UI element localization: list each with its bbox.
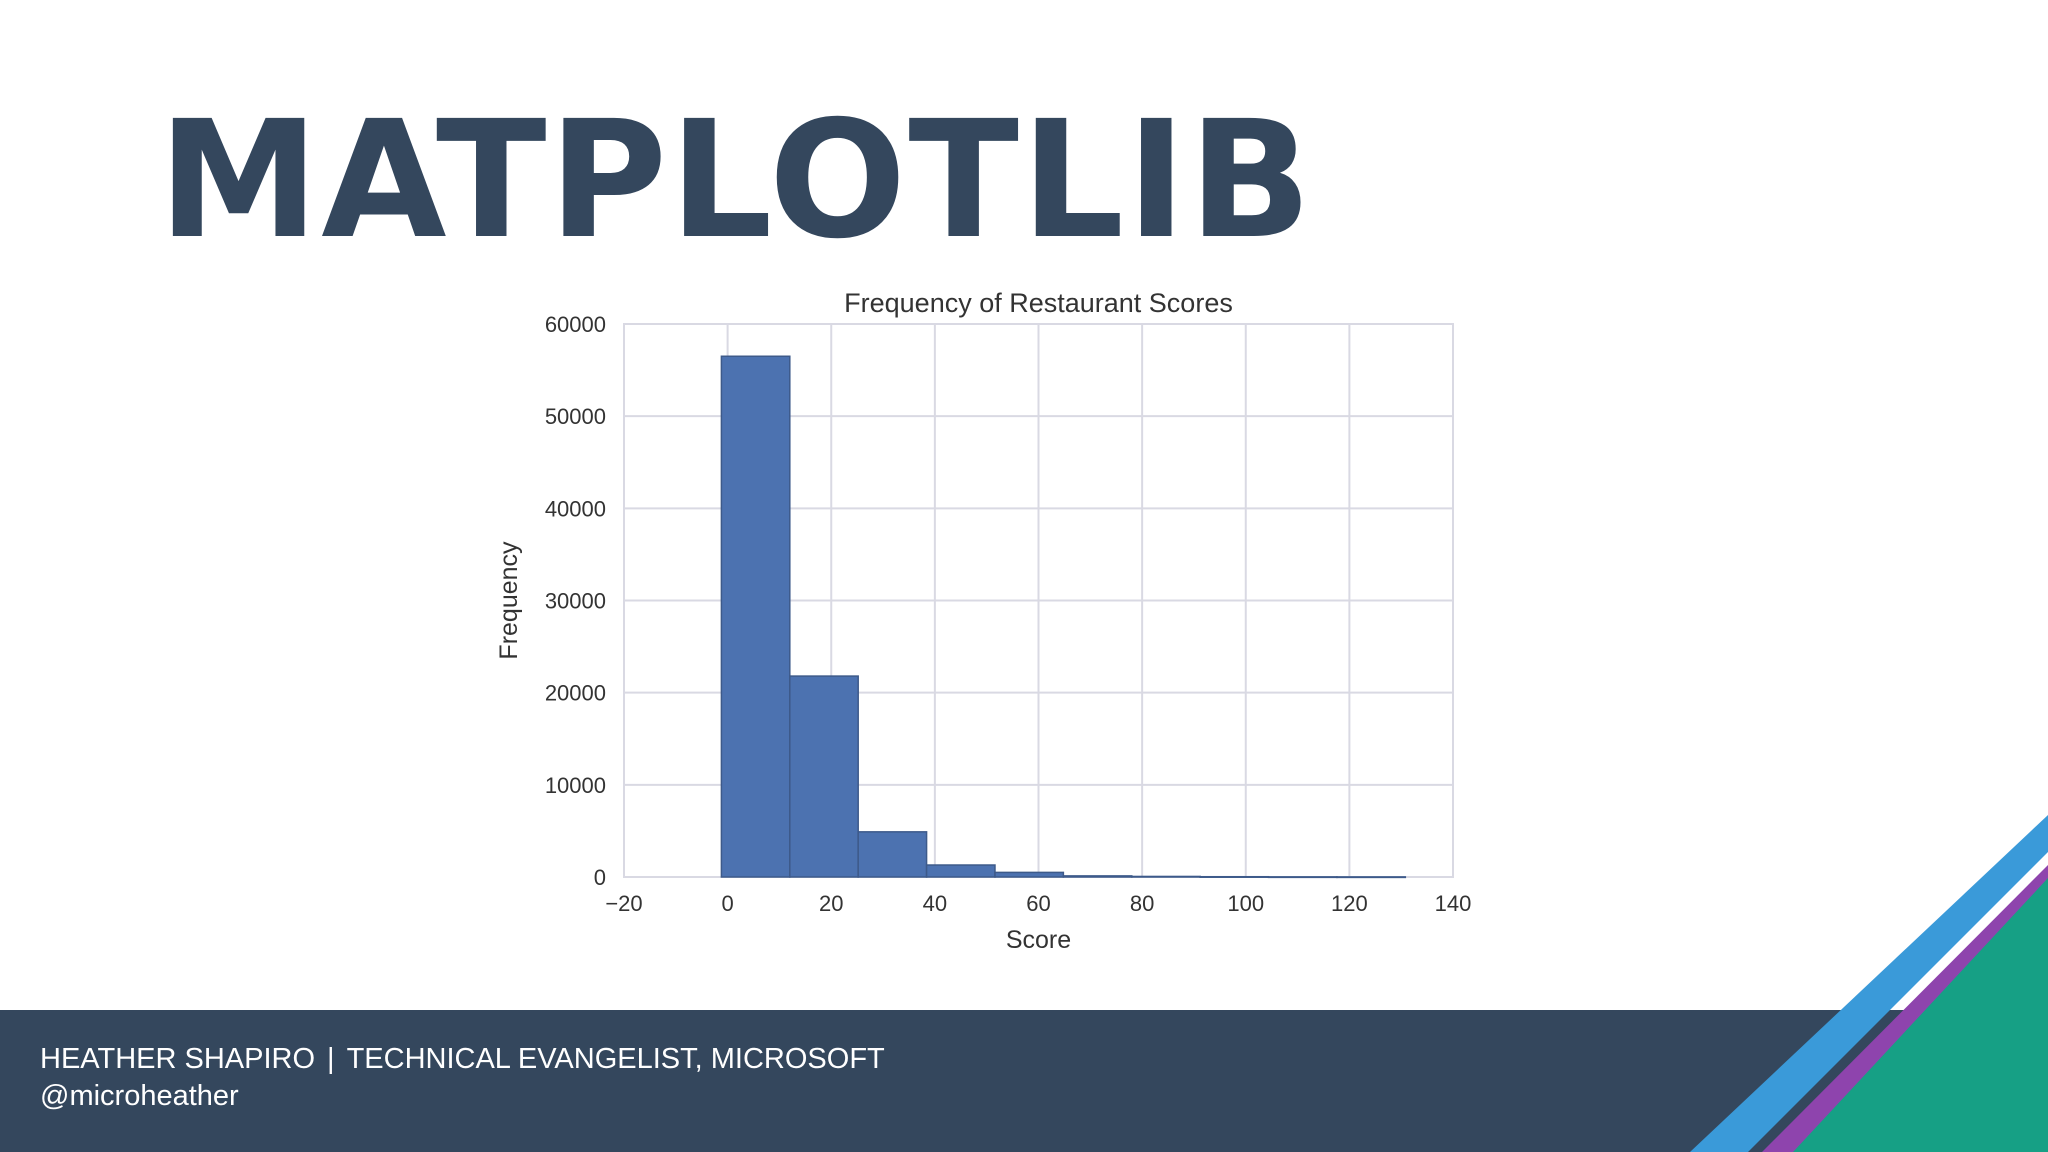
chart-title: Frequency of Restaurant Scores — [844, 288, 1233, 318]
x-tick-label: 40 — [923, 891, 947, 916]
histogram-bar — [789, 675, 859, 878]
x-tick-label: 60 — [1026, 891, 1050, 916]
y-tick-label: 40000 — [545, 496, 606, 521]
y-tick-label: 60000 — [545, 312, 606, 337]
y-axis-label: Frequency — [495, 541, 523, 660]
slide-title: MATPLOTLIB — [158, 87, 1314, 275]
x-axis-label: Score — [1006, 926, 1071, 954]
x-tick-label: 100 — [1227, 891, 1264, 916]
footer-credit: HEATHER SHAPIRO | TECHNICAL EVANGELIST, MI… — [40, 1043, 885, 1076]
blue-stripe — [1690, 815, 2048, 1152]
y-tick-label: 10000 — [545, 773, 606, 798]
y-tick-label: 50000 — [545, 404, 606, 429]
y-tick-label: 20000 — [545, 681, 606, 706]
histogram-bar — [857, 831, 928, 878]
x-tick-label: 0 — [722, 891, 734, 916]
x-tick-label: 20 — [819, 891, 843, 916]
histogram-bar — [994, 871, 1065, 878]
histogram-bar — [720, 355, 791, 878]
chart-bars — [720, 355, 1407, 879]
x-tick-label: −20 — [605, 891, 642, 916]
footer-bar: HEATHER SHAPIRO | TECHNICAL EVANGELIST, MI… — [0, 1010, 2048, 1152]
footer-separator: | — [327, 1043, 335, 1075]
histogram-bar — [925, 864, 996, 878]
y-tick-label: 30000 — [545, 589, 606, 614]
presenter-name: HEATHER SHAPIRO — [40, 1043, 316, 1075]
presenter-role: TECHNICAL EVANGELIST, MICROSOFT — [346, 1043, 885, 1075]
x-tick-label: 140 — [1435, 891, 1472, 916]
histogram-bar — [1336, 876, 1407, 879]
histogram-chart: −20 0 20 40 60 80 100 120 140 010000200003000040… — [495, 288, 1471, 954]
x-tick-labels: −20 0 20 40 60 80 100 120 140 — [605, 891, 1471, 916]
x-tick-label: 80 — [1130, 891, 1154, 916]
y-tick-labels: 0 10000 20000 30000 40000 50000 60000 — [545, 312, 606, 890]
x-tick-label: 120 — [1331, 891, 1368, 916]
y-tick-label: 0 — [594, 865, 606, 890]
purple-stripe — [1762, 865, 2048, 1152]
presenter-handle: @microheather — [40, 1080, 239, 1112]
